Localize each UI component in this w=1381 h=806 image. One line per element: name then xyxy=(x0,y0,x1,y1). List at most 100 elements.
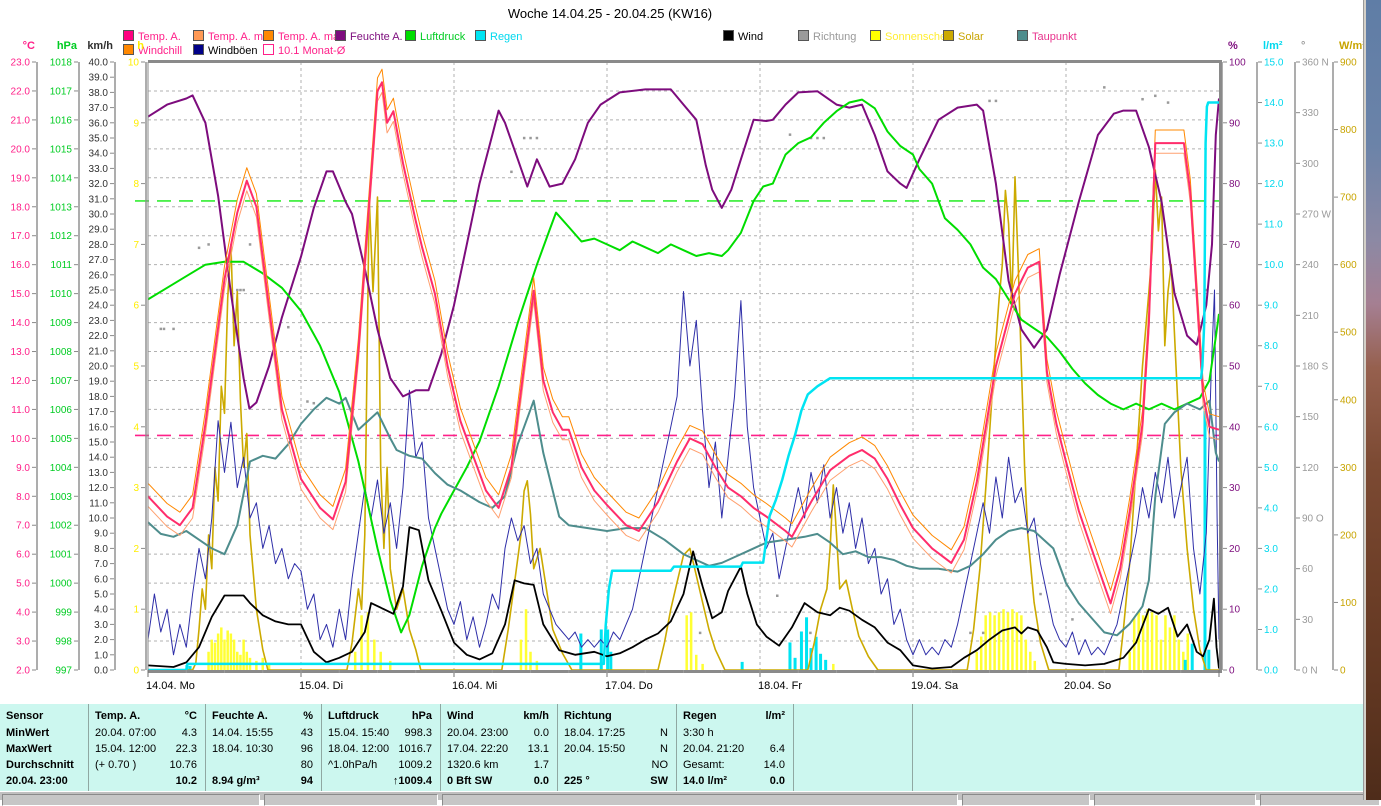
statusbar-segment xyxy=(442,794,958,806)
bar-Sonnenschein xyxy=(997,612,1001,670)
richtung-dot xyxy=(1154,94,1157,98)
bar-Sonnenschein xyxy=(223,639,226,670)
statusbar-segment xyxy=(1094,794,1256,806)
bar-Sonnenschein xyxy=(220,627,223,670)
axis-tick-label-°: 150 xyxy=(1302,412,1319,423)
axis-tick-label-l/m²: 11.0 xyxy=(1264,220,1283,231)
richtung-dot xyxy=(239,288,242,292)
axis-tick-label-l/m²: 8.0 xyxy=(1264,341,1278,352)
richtung-dot xyxy=(822,136,826,140)
legend-item-temp-a-[interactable]: Temp. A. xyxy=(123,30,181,43)
legend-label: Temp. A. xyxy=(138,31,181,43)
table-cell-value: 43 xyxy=(300,727,313,739)
legend-item-richtung[interactable]: Richtung xyxy=(798,30,856,43)
richtung-dot xyxy=(172,327,175,331)
axis-tick-label-%: 60 xyxy=(1229,301,1241,312)
legend-item-windb-en[interactable]: Windböen xyxy=(193,44,258,57)
richtung-dot xyxy=(1103,86,1106,89)
axis-tick-label-°C: 19.0 xyxy=(11,173,31,184)
richtung-dot xyxy=(162,327,166,331)
axis-tick-label-°: 120 xyxy=(1302,463,1319,474)
axis-tick-label-°C: 12.0 xyxy=(11,376,31,387)
table-row-label: MinWert xyxy=(6,727,50,739)
bar-Regen (Intervall) xyxy=(609,651,613,670)
table-col-unit: hPa xyxy=(411,710,432,722)
axis-tick-label-km/h: 40.0 xyxy=(89,58,109,69)
richtung-dot xyxy=(788,133,792,136)
plot-border-bottom xyxy=(148,670,1222,673)
table-col-header: Feuchte A. xyxy=(212,710,268,722)
statusbar-segment xyxy=(264,794,438,806)
bar-Sonnenschein xyxy=(1159,639,1163,670)
legend-item-10-1-monat-[interactable]: 10.1 Monat-Ø xyxy=(263,44,345,57)
legend-item-sonnenschein[interactable]: Sonnenschein xyxy=(870,30,955,43)
legend-item-regen[interactable]: Regen xyxy=(475,30,522,43)
axis-tick-label-°C: 9.0 xyxy=(16,463,30,474)
day-label: 20.04. So xyxy=(1064,680,1111,692)
desktop-wallpaper-strip xyxy=(1366,0,1381,800)
bar-Sonnenschein xyxy=(366,612,370,670)
bar-Sonnenschein xyxy=(988,612,992,670)
table-cell-time: 15.04. 12:00 xyxy=(95,743,157,755)
axis-tick-label-l/m²: 9.0 xyxy=(1264,301,1278,312)
legend-item-wind[interactable]: Wind xyxy=(723,30,763,43)
bar-Sonnenschein xyxy=(267,663,271,670)
axis-unit-°C: °C xyxy=(22,40,35,52)
table-col-unit: l/m² xyxy=(765,710,785,722)
table-cell-time: 8.94 g/m³ xyxy=(212,775,260,787)
richtung-dot xyxy=(248,243,252,246)
legend-swatch-icon xyxy=(193,30,204,41)
bar-Sonnenschein xyxy=(373,639,376,670)
table-cell-value: 14.0 xyxy=(763,759,785,771)
axis-tick-label-l/m²: 1.0 xyxy=(1264,625,1278,636)
axis-tick-label-°: 300 xyxy=(1302,159,1319,170)
plot-border-top xyxy=(148,60,1222,63)
stats-table: Sensor MinWert MaxWert Durchschnitt 20.04. 2… xyxy=(0,704,1366,791)
table-cell-value: N xyxy=(660,743,668,755)
bar-Sonnenschein xyxy=(239,654,242,670)
table-cell-time: 225 ° xyxy=(564,775,590,787)
statusbar-segment xyxy=(962,794,1090,806)
axis-tick-label-km/h: 20.0 xyxy=(89,362,109,373)
axis-unit-hPa: hPa xyxy=(56,40,77,52)
legend-item-windchill[interactable]: Windchill xyxy=(123,44,182,57)
richtung-dot xyxy=(159,327,163,331)
table-row-label: MaxWert xyxy=(6,743,52,755)
axis-tick-label-km/h: 33.0 xyxy=(89,164,109,175)
axis-tick-label-km/h: 22.0 xyxy=(89,331,109,342)
axis-tick-label-hPa: 1003 xyxy=(50,492,73,503)
bar-Sonnenschein xyxy=(216,633,220,670)
axis-tick-label-km/h: 14.0 xyxy=(89,453,109,464)
axis-tick-label-hPa: 1007 xyxy=(50,376,73,387)
legend-item-luftdruck[interactable]: Luftdruck xyxy=(405,30,465,43)
legend-item-feuchte-a-[interactable]: Feuchte A. xyxy=(335,30,403,43)
richtung-dot xyxy=(207,243,210,246)
axis-tick-label-h: 7 xyxy=(133,240,139,251)
bar-Sonnenschein xyxy=(1141,615,1145,670)
axis-tick-label-hPa: 999 xyxy=(55,608,72,619)
axis-tick-label-km/h: 36.0 xyxy=(89,118,109,129)
axis-tick-label-hPa: 1004 xyxy=(50,463,73,474)
legend-item-temp-a-min[interactable]: Temp. A. min xyxy=(193,30,272,43)
richtung-dot xyxy=(312,401,316,405)
axis-tick-label-W/m²: 900 xyxy=(1340,58,1357,69)
axis-tick-label-W/m²: 200 xyxy=(1340,530,1357,541)
axis-tick-label-l/m²: 13.0 xyxy=(1264,139,1284,150)
axis-unit-W/m²: W/m² xyxy=(1339,40,1366,52)
axis-tick-label-km/h: 35.0 xyxy=(89,134,109,145)
axis-tick-label-°C: 15.0 xyxy=(11,289,31,300)
legend-item-taupunkt[interactable]: Taupunkt xyxy=(1017,30,1077,43)
bar-Sonnenschein xyxy=(1002,609,1005,670)
legend-item-solar[interactable]: Solar xyxy=(943,30,984,43)
bar-Sonnenschein xyxy=(535,660,539,670)
richtung-dot xyxy=(994,99,998,103)
axis-tick-label-W/m²: 0 xyxy=(1340,666,1346,677)
richtung-dot xyxy=(1192,288,1195,292)
bar-Sonnenschein xyxy=(207,651,210,670)
richtung-dot xyxy=(809,631,812,635)
axis-tick-label-km/h: 7.0 xyxy=(94,559,108,570)
legend-item-temp-a-max[interactable]: Temp. A. max xyxy=(263,30,345,43)
bar-Regen (Intervall) xyxy=(599,629,603,670)
axis-tick-label-km/h: 5.0 xyxy=(94,590,108,601)
